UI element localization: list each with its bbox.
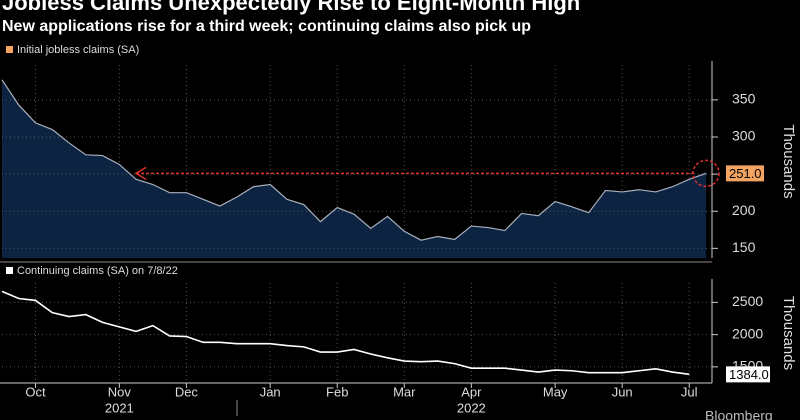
x-tick-label: Apr (461, 384, 482, 399)
line (1, 290, 690, 376)
chart-title: Jobless Claims Unexpectedly Rise to Eigh… (2, 0, 580, 15)
x-tick-label: Jan (260, 384, 281, 399)
y-tick-label: 200 (732, 202, 756, 218)
y-tick-label: 150 (732, 239, 756, 255)
y-tick-label: 300 (732, 128, 756, 144)
line (1, 79, 707, 241)
x-tick-label: Feb (326, 384, 348, 399)
y-tick-label: 350 (732, 91, 756, 107)
x-tick-label: Jul (681, 384, 698, 399)
chart-subtitle: New applications rise for a third week; … (2, 18, 531, 35)
x-tick-label: Mar (393, 384, 416, 399)
value-label: 251.0 (729, 166, 762, 181)
legend-label: Initial jobless claims (SA) (17, 44, 139, 56)
annotation-arrowhead (134, 166, 147, 181)
year-label: 2022 (457, 400, 486, 415)
area (2, 79, 706, 258)
y-tick-label: 2500 (732, 293, 763, 309)
legend-swatch (6, 267, 13, 274)
source: Bloomberg (705, 408, 773, 420)
annotation-circle (692, 159, 720, 188)
x-tick-label: Nov (108, 384, 132, 399)
year-label: 2021 (105, 400, 134, 415)
legend-label: Continuing claims (SA) on 7/8/22 (17, 265, 178, 277)
legend-swatch (6, 46, 13, 53)
x-tick-label: Jun (612, 384, 633, 399)
y-axis-label: Thousands (780, 296, 797, 370)
x-tick-label: Oct (25, 384, 46, 399)
y-axis-label: Thousands (780, 124, 797, 198)
value-label-box (726, 366, 770, 383)
x-tick-label: Dec (175, 384, 199, 399)
y-tick-label: 2000 (732, 325, 763, 341)
value-label-box (726, 165, 764, 182)
value-label: 1384.0 (729, 367, 769, 382)
x-tick-label: May (543, 384, 568, 399)
